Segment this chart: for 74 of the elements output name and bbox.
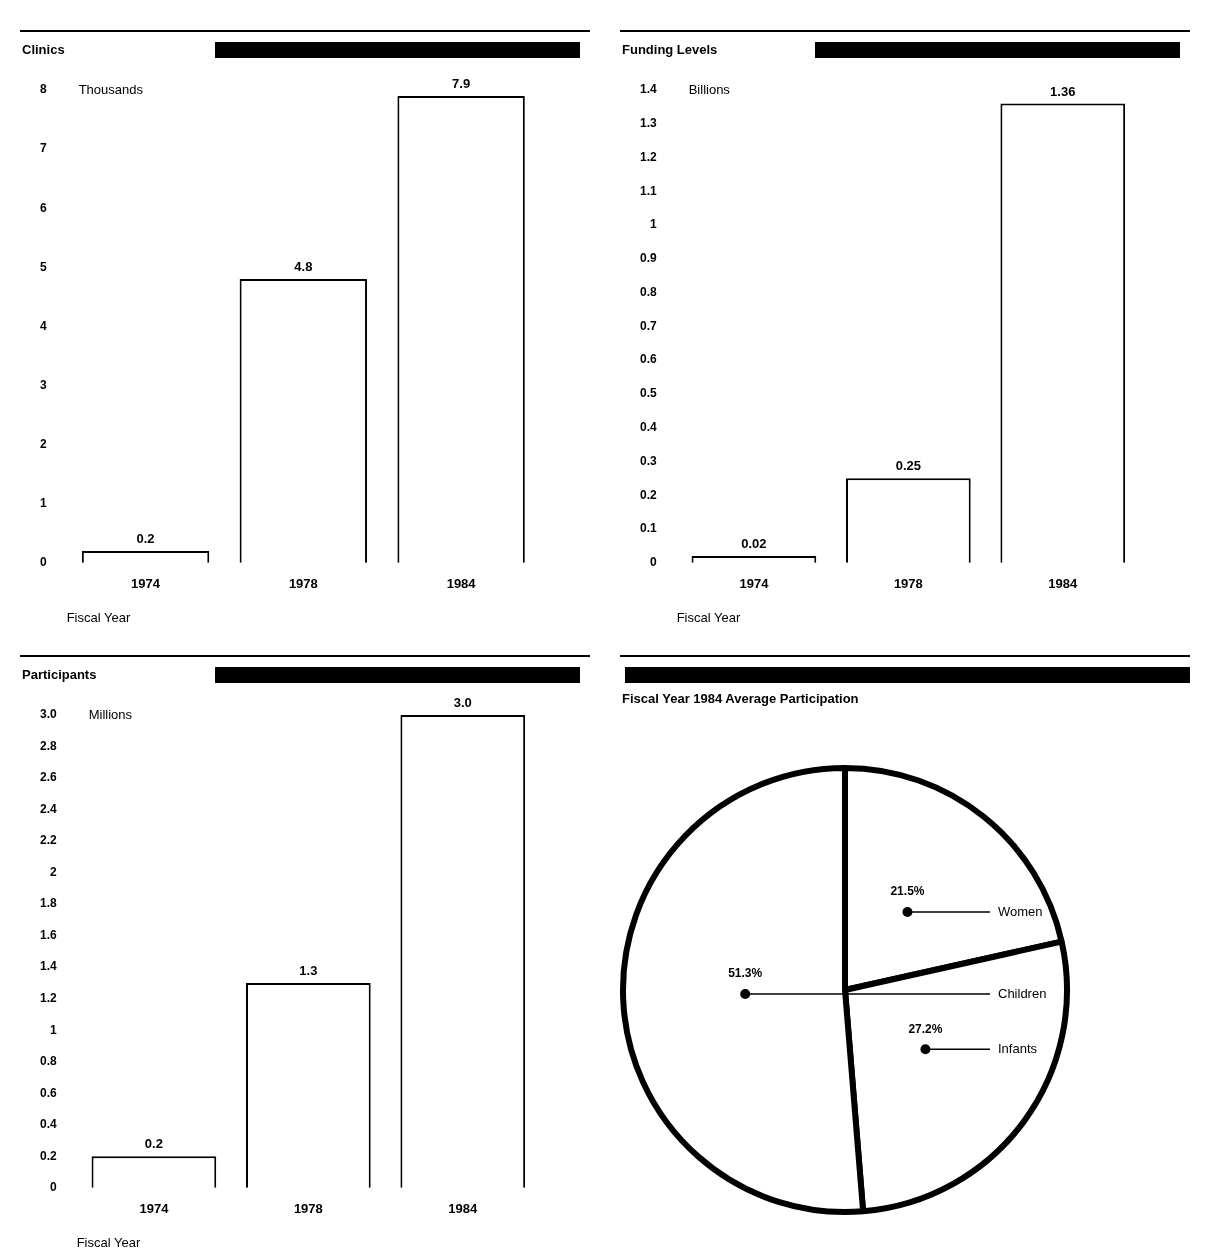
y-axis-title: Millions (88, 706, 133, 722)
x-axis-title: Fiscal Year (676, 609, 741, 625)
chart-title: Clinics (22, 42, 65, 57)
y-tick-label: 1.1 (639, 183, 657, 198)
y-tick-label: 0.6 (639, 352, 657, 367)
y-tick-label: 3.0 (39, 707, 57, 722)
data-label: 7.9 (452, 75, 471, 91)
data-label: 51.3% (728, 966, 763, 981)
y-tick-label: 0.5 (639, 386, 657, 401)
y-tick-label: 1 (39, 496, 47, 511)
y-tick-label: 6 (39, 200, 47, 215)
y-tick-label: 4 (39, 318, 47, 333)
y-tick-label: 0 (649, 555, 657, 570)
y-tick-label: 0.1 (639, 521, 657, 536)
data-label: 1.3 (299, 963, 318, 978)
y-tick-label: 1.3 (639, 116, 657, 131)
chart-title: Participants (22, 667, 97, 682)
y-tick-label: 0.4 (39, 1117, 57, 1132)
y-tick-label: 0.8 (639, 284, 657, 299)
y-tick-label: 0.4 (639, 420, 657, 435)
slice-label: Women (998, 903, 1043, 919)
x-tick-label: 1978 (293, 1201, 323, 1217)
slice-label: Infants (998, 1040, 1038, 1056)
data-label: 0.2 (144, 1136, 163, 1152)
y-tick-label: 0.9 (639, 251, 657, 266)
y-tick-label: 0 (49, 1180, 57, 1195)
y-tick-label: 0.7 (639, 318, 657, 333)
y-tick-label: 8 (39, 82, 47, 97)
data-label: 21.5% (890, 884, 925, 899)
y-tick-label: 1.2 (639, 149, 657, 164)
slice-label: Children (998, 985, 1047, 1001)
data-label: 4.8 (294, 259, 313, 275)
y-tick-label: 2 (49, 864, 57, 879)
x-tick-label: 1978 (288, 576, 318, 592)
y-tick-label: 1.8 (39, 896, 57, 911)
x-tick-label: 1974 (139, 1201, 170, 1217)
chart-title: Fiscal Year 1984 Average Participation (622, 691, 859, 706)
y-tick-label: 1.2 (39, 990, 57, 1005)
y-tick-label: 0.2 (39, 1148, 57, 1163)
x-tick-label: 1984 (448, 1201, 479, 1217)
y-tick-label: 1.4 (639, 82, 657, 97)
y-tick-label: 0.3 (639, 453, 657, 468)
x-tick-label: 1984 (446, 576, 477, 592)
data-label: 27.2% (908, 1021, 943, 1036)
y-tick-label: 0.6 (39, 1085, 57, 1100)
y-tick-label: 2.4 (39, 801, 57, 816)
y-tick-label: 0.2 (639, 487, 657, 502)
y-tick-label: 0 (39, 555, 47, 570)
x-tick-label: 1984 (1048, 576, 1079, 592)
y-tick-label: 1 (649, 217, 657, 232)
data-label: 0.02 (741, 536, 767, 552)
y-tick-label: 1.4 (39, 959, 57, 974)
y-tick-label: 1 (49, 1022, 57, 1037)
y-tick-label: 2.8 (39, 738, 57, 753)
y-tick-label: 2.2 (39, 833, 57, 848)
y-tick-label: 7 (39, 141, 47, 156)
y-axis-title: Billions (688, 81, 731, 97)
data-label: 3.0 (453, 695, 472, 711)
x-tick-label: 1974 (131, 576, 161, 592)
y-tick-label: 2.6 (39, 770, 57, 785)
y-tick-label: 0.8 (39, 1054, 57, 1069)
y-tick-label: 5 (39, 259, 47, 274)
y-tick-label: 2 (39, 436, 47, 451)
x-tick-label: 1978 (893, 576, 923, 592)
x-tick-label: 1974 (739, 576, 770, 592)
data-label: 1.36 (1050, 83, 1076, 99)
data-label: 0.25 (895, 458, 921, 474)
data-label: 0.2 (136, 531, 155, 547)
y-tick-label: 3 (39, 377, 47, 392)
x-axis-title: Fiscal Year (76, 1234, 141, 1250)
y-tick-label: 1.6 (39, 927, 57, 942)
chart-title: Funding Levels (622, 42, 718, 57)
y-axis-title: Thousands (78, 81, 144, 97)
x-axis-title: Fiscal Year (66, 609, 131, 625)
